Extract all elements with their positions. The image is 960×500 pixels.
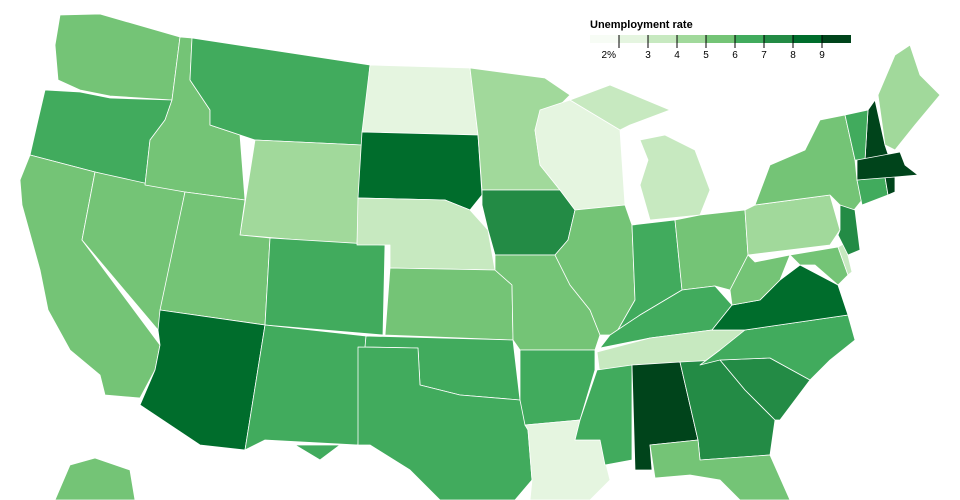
state: [754, 114, 863, 216]
state: [574, 364, 633, 466]
legend-tick-label: 2%: [602, 50, 617, 61]
state: [244, 324, 367, 451]
state: [699, 314, 856, 381]
state: [384, 267, 514, 341]
state: [649, 439, 791, 500]
legend-title: Unemployment rate: [590, 19, 693, 31]
legend-swatch: [648, 35, 677, 43]
legend-tick-label: 8: [790, 50, 796, 61]
legend-swatch: [677, 35, 706, 43]
legend-tick-label: 6: [732, 50, 738, 61]
legend-swatch: [735, 35, 764, 43]
legend-swatch: [822, 35, 851, 43]
state: [877, 44, 941, 151]
state: [856, 151, 919, 181]
state: [19, 154, 161, 399]
legend-swatch: [793, 35, 822, 43]
state: [837, 204, 861, 256]
state: [856, 176, 889, 206]
state: [139, 309, 266, 451]
state: [239, 139, 363, 246]
state: [729, 254, 791, 306]
state: [294, 346, 533, 500]
state: [554, 204, 636, 336]
legend-swatch: [590, 35, 619, 43]
legend: Unemployment rate 2% 3 4 5 6 7 8 9: [590, 19, 851, 61]
legend-swatch: [706, 35, 735, 43]
legend-tick-label: 4: [674, 50, 680, 61]
legend-tick-label: 3: [645, 50, 651, 61]
legend-tick-label: 7: [761, 50, 767, 61]
states: [19, 13, 941, 500]
state: [54, 13, 181, 101]
legend-swatch: [619, 35, 648, 43]
state: [264, 237, 386, 336]
state: [54, 457, 136, 500]
state: [361, 64, 479, 136]
state: [481, 189, 576, 256]
legend-tick-label: 5: [703, 50, 709, 61]
legend-swatch: [764, 35, 793, 43]
legend-tick-label: 9: [819, 50, 825, 61]
